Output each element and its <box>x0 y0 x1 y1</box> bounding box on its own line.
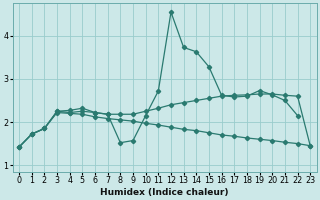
X-axis label: Humidex (Indice chaleur): Humidex (Indice chaleur) <box>100 188 229 197</box>
